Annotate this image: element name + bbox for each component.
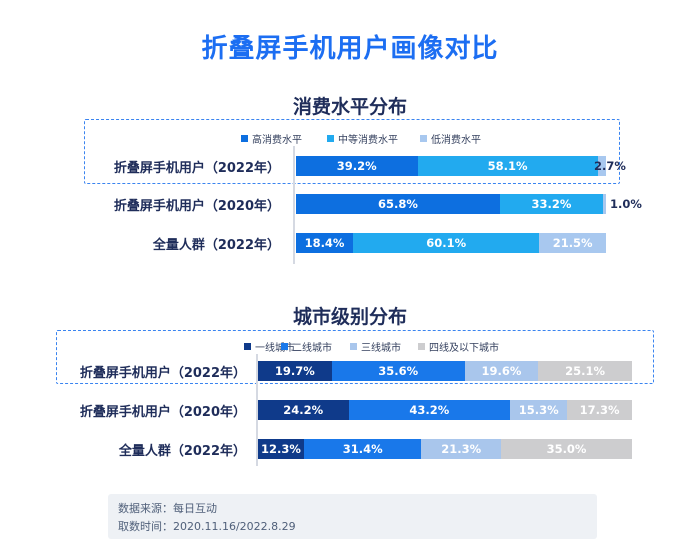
- legend-swatch: [350, 343, 357, 350]
- bar-segment: 19.7%: [258, 361, 332, 381]
- data-label: 58.1%: [487, 159, 528, 173]
- legend-label: 一线城市: [255, 343, 295, 354]
- bar-segment: 31.4%: [304, 439, 422, 459]
- bar-segment: 25.1%: [538, 361, 632, 381]
- data-label: 19.6%: [481, 364, 522, 378]
- legend-label: 二线城市: [292, 343, 332, 354]
- legend-swatch: [418, 343, 425, 350]
- bar-segment: 21.5%: [539, 233, 606, 253]
- bar-segment: 58.1%: [417, 156, 598, 176]
- data-label: 19.7%: [274, 364, 315, 378]
- legend-item: 四线及以下城市: [418, 339, 499, 354]
- bar-segment: [602, 194, 606, 214]
- data-label: 65.8%: [378, 197, 418, 211]
- category-label: 折叠屏手机用户（2020年）: [113, 199, 280, 214]
- bar-segment: 21.3%: [421, 439, 502, 459]
- bar-segment: 15.3%: [510, 400, 568, 420]
- chart-axis: [256, 354, 258, 466]
- data-label: 12.3%: [261, 442, 301, 456]
- category-label: 折叠屏手机用户（2022年）: [113, 161, 280, 176]
- legend-swatch: [244, 343, 251, 350]
- bar-segment: 12.3%: [258, 439, 304, 459]
- legend-label: 三线城市: [361, 343, 401, 354]
- legend-label: 低消费水平: [431, 135, 481, 146]
- bar-segment: 60.1%: [353, 233, 540, 253]
- bar-segment: 18.4%: [296, 233, 354, 253]
- data-label: 18.4%: [304, 236, 345, 250]
- bar-segment: 33.2%: [499, 194, 603, 214]
- stacked-bar: 19.7% 35.6% 19.6% 25.1%: [258, 361, 632, 381]
- data-label: 39.2%: [336, 159, 377, 173]
- data-label: 2.7%: [594, 159, 626, 173]
- highlight-frame: [56, 330, 654, 384]
- legend-swatch: [281, 343, 288, 350]
- legend-item: 中等消费水平: [327, 131, 398, 146]
- bar-segment: 19.6%: [464, 361, 539, 381]
- legend-item: 一线城市: [244, 339, 295, 354]
- bar-segment: 65.8%: [296, 194, 500, 214]
- data-label: 25.1%: [565, 364, 605, 378]
- stacked-bar: 65.8% 33.2%: [296, 194, 606, 214]
- data-source-text: 数据来源：每日互动: [118, 502, 217, 515]
- highlight-frame: [84, 119, 620, 184]
- category-label: 全量人群（2022年）: [118, 444, 246, 459]
- category-label: 折叠屏手机用户（2022年）: [79, 366, 246, 381]
- category-label: 折叠屏手机用户（2020年）: [79, 405, 246, 420]
- data-label: 24.2%: [283, 403, 324, 417]
- chart-axis: [293, 146, 295, 264]
- legend-label: 中等消费水平: [338, 135, 398, 146]
- bar-segment: 24.2%: [258, 400, 349, 420]
- data-label: 21.3%: [441, 442, 482, 456]
- stacked-bar: 12.3% 31.4% 21.3% 35.0%: [258, 439, 632, 459]
- data-time-text: 取数时间：2020.11.16/2022.8.29: [118, 520, 296, 533]
- legend-item: 低消费水平: [420, 131, 481, 146]
- data-label: 31.4%: [342, 442, 383, 456]
- data-label: 35.0%: [546, 442, 587, 456]
- category-label: 全量人群（2022年）: [152, 238, 280, 253]
- legend-swatch: [420, 135, 427, 142]
- legend-label: 高消费水平: [252, 135, 302, 146]
- legend-item: 三线城市: [350, 339, 401, 354]
- page-title: 折叠屏手机用户画像对比: [201, 34, 499, 64]
- chart-title: 城市级别分布: [292, 306, 407, 328]
- data-label: 1.0%: [610, 197, 642, 211]
- legend-label: 四线及以下城市: [429, 343, 499, 354]
- stacked-bar: 18.4% 60.1% 21.5%: [296, 233, 606, 253]
- bar-segment: 39.2%: [296, 156, 418, 176]
- bar-segment: 17.3%: [567, 400, 632, 420]
- legend-item: 二线城市: [281, 339, 332, 354]
- data-source-note: 数据来源：每日互动 取数时间：2020.11.16/2022.8.29: [108, 494, 597, 539]
- data-label: 43.2%: [409, 403, 450, 417]
- bar-segment: 43.2%: [348, 400, 511, 420]
- legend-swatch: [327, 135, 334, 142]
- bar-segment: [597, 156, 606, 176]
- data-label: 17.3%: [579, 403, 620, 417]
- data-label: 60.1%: [426, 236, 467, 250]
- data-label: 33.2%: [531, 197, 572, 211]
- bar-segment: 35.6%: [331, 361, 465, 381]
- data-label: 21.5%: [552, 236, 593, 250]
- data-label: 35.6%: [378, 364, 419, 378]
- stacked-bar: 24.2% 43.2% 15.3% 17.3%: [258, 400, 632, 420]
- chart-title: 消费水平分布: [292, 96, 407, 118]
- legend-swatch: [241, 135, 248, 142]
- data-label: 15.3%: [518, 403, 559, 417]
- bar-segment: 35.0%: [501, 439, 632, 459]
- stacked-bar: 39.2% 58.1%: [296, 156, 606, 176]
- legend-item: 高消费水平: [241, 131, 302, 146]
